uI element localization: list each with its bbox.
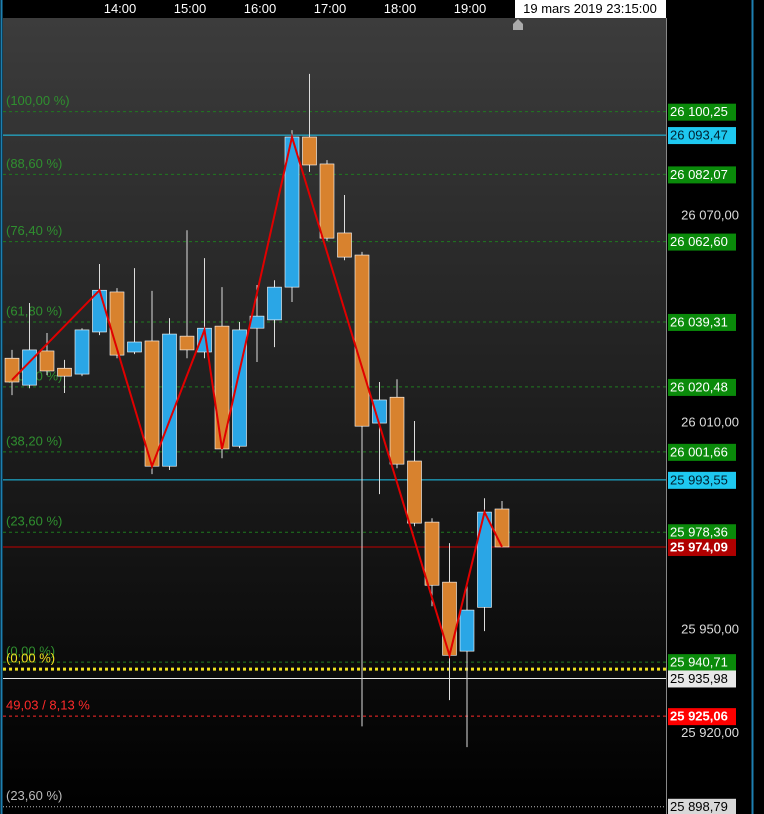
price-tag: [668, 378, 736, 396]
level-name: (0,00 %): [6, 644, 55, 659]
x-tick-label: 16:00: [244, 1, 277, 16]
candle-body: [74, 329, 90, 375]
y-tick-label: 26 070,00: [681, 207, 739, 222]
candle-body: [179, 335, 195, 351]
price-tag: [668, 166, 736, 184]
price-tag-label: 25 925,06: [670, 709, 728, 724]
level-name: (61,80 %): [6, 303, 62, 318]
price-tag: [668, 233, 736, 251]
price-tag: [668, 103, 736, 121]
candle-body: [424, 521, 440, 586]
candle-body: [494, 508, 510, 548]
price-tag: [668, 654, 736, 672]
price-tag: [668, 524, 736, 542]
level-name: (23,60 %): [6, 788, 62, 803]
candle-body: [4, 357, 20, 383]
price-tag: [668, 538, 736, 556]
candle-body: [319, 163, 335, 239]
x-tick-label: 19:00: [454, 1, 487, 16]
candle-body: [442, 581, 457, 656]
level-name: (88,60 %): [6, 156, 62, 171]
plot-area: [3, 18, 666, 814]
x-tick-label: 18:00: [384, 1, 417, 16]
price-tag: [668, 798, 736, 814]
candle-body: [459, 609, 475, 652]
price-tag: [668, 708, 736, 726]
candle-body: [354, 254, 370, 427]
candle-body: [57, 367, 72, 377]
candle-body: [302, 136, 317, 166]
price-tag-label: 25 974,09: [670, 539, 728, 554]
y-tick-label: 26 010,00: [681, 415, 739, 430]
price-tag: [668, 670, 736, 688]
price-tag-label: 26 062,60: [670, 234, 728, 249]
price-tag-label: 26 001,66: [670, 444, 728, 459]
level-name: 49,03 / 8,13 %: [6, 698, 90, 713]
candle-body: [162, 333, 177, 467]
price-tag-label: 25 940,71: [670, 655, 728, 670]
date-label: 19 mars 2019 23:15:00: [523, 1, 657, 16]
price-tag-label: 26 082,07: [670, 167, 728, 182]
x-tick-label: 15:00: [174, 1, 207, 16]
candle-body: [477, 511, 492, 608]
level-name: (0,00 %): [6, 651, 55, 666]
candle-body: [39, 350, 55, 372]
price-tag: [668, 471, 736, 489]
price-tag-label: 26 020,48: [670, 379, 728, 394]
price-tag-label: 25 935,98: [670, 671, 728, 686]
price-tag-label: 25 978,36: [670, 525, 728, 540]
price-tag-label: 26 100,25: [670, 104, 728, 119]
price-tag-label: 25 898,79: [670, 799, 728, 814]
level-name: (38,20 %): [6, 433, 62, 448]
candle-body: [389, 396, 405, 465]
x-tick-label: 14:00: [104, 1, 137, 16]
price-tag-label: 25 993,55: [670, 472, 728, 487]
candle-body: [407, 460, 422, 524]
price-tag: [668, 127, 736, 145]
y-tick-label: 25 920,00: [681, 725, 739, 740]
zigzag-line: [11, 133, 503, 660]
price-tag-label: 26 093,47: [670, 128, 728, 143]
level-name: (76,40 %): [6, 223, 62, 238]
date-box: [515, 0, 666, 18]
level-name: (23,60 %): [6, 514, 62, 529]
price-tag: [668, 443, 736, 461]
candle-body: [127, 341, 142, 353]
cursor-marker: [513, 19, 523, 30]
y-tick-label: 25 950,00: [681, 622, 739, 637]
candle-body: [337, 232, 352, 258]
x-tick-label: 17:00: [314, 1, 347, 16]
level-name: (100,00 %): [6, 93, 70, 108]
candle-body: [267, 286, 282, 321]
price-tag: [668, 313, 736, 331]
price-tag-label: 26 039,31: [670, 314, 728, 329]
